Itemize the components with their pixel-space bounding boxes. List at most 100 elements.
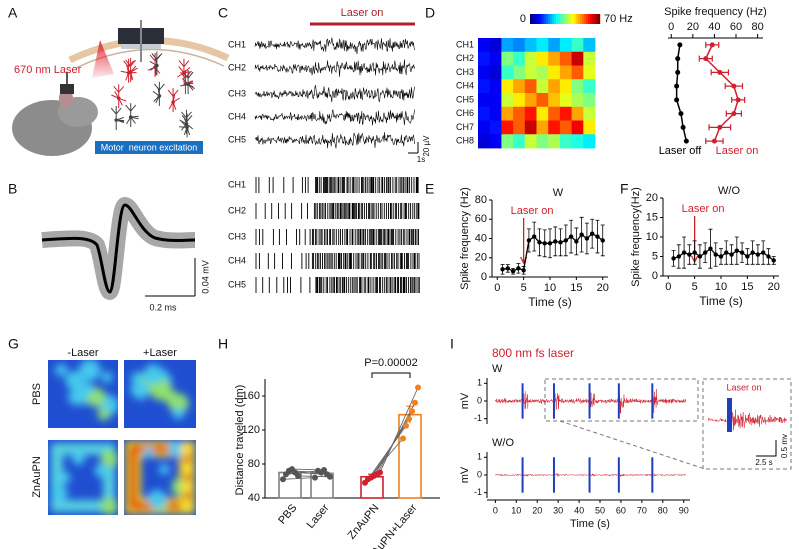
row-label: CH3 (456, 67, 474, 77)
heatmap-cell (478, 65, 491, 80)
heatmap-cell (559, 93, 572, 108)
inset-annotation: Laser on (726, 382, 761, 392)
colorbar-step (536, 14, 539, 24)
heatmap-cell (548, 134, 561, 149)
x-tick-label: 30 (553, 505, 563, 515)
blob (65, 371, 84, 390)
heat-image (124, 440, 196, 515)
raster (255, 277, 420, 293)
column-label: -Laser (67, 347, 99, 359)
row-label: CH4 (456, 81, 474, 91)
heatmap-cell (548, 51, 561, 66)
x-tick-label: 0 (494, 282, 500, 294)
point (531, 234, 537, 239)
point (680, 124, 686, 130)
heatmap-cell (501, 79, 514, 94)
row-label: PBS (31, 383, 43, 405)
trace (495, 388, 686, 414)
heatmap-cell (571, 134, 584, 149)
point (735, 97, 741, 103)
zoom-line (559, 420, 706, 470)
heatmap-cell (548, 79, 561, 94)
neuron-body (128, 115, 133, 119)
heatmap-cell (559, 106, 572, 121)
heatmap-cell (513, 51, 526, 66)
chart-title: W (553, 187, 564, 199)
point (579, 232, 584, 237)
y-tick-label: -1 (474, 487, 482, 497)
y-tick-label: 1 (477, 378, 482, 388)
point (321, 466, 327, 473)
heatmap-cell (513, 93, 526, 108)
scale-label: 0.2 ms (149, 302, 177, 312)
point (409, 408, 415, 415)
colorbar-step (594, 14, 597, 24)
heatmap-cell (583, 79, 596, 94)
heatmap-cell (489, 120, 502, 135)
panel-c: Laser on 20 µV 1s (310, 7, 431, 164)
colorbar-step (558, 14, 561, 24)
heat-image (48, 440, 118, 515)
heatmap-cell (571, 106, 584, 121)
scale-label: 20 µV (422, 135, 431, 157)
blob (150, 378, 172, 401)
point (677, 42, 683, 48)
heatmap-cell (501, 38, 514, 53)
row-label: CH1 (456, 39, 474, 49)
point (547, 241, 553, 246)
mouse-implant (60, 84, 74, 94)
neuron (120, 58, 137, 83)
axis-title: Spike frequency(Hz) (630, 187, 642, 287)
blob (100, 450, 118, 468)
blob (58, 471, 71, 484)
x-tick-label: 10 (544, 282, 556, 294)
x-tick-label: PBS (276, 502, 299, 527)
y-tick-label: 0 (652, 270, 658, 282)
x-tick-label: 20 (532, 505, 542, 515)
point (521, 268, 526, 273)
axis-title: Spike frequency (Hz) (459, 187, 471, 290)
x-tick-label: Laser (305, 502, 332, 531)
point (717, 124, 723, 130)
axis-title: Time (s) (528, 295, 572, 309)
heatmap-cell (559, 38, 572, 53)
heatmap-cell (513, 120, 526, 135)
heatmap-cell (583, 106, 596, 121)
annotation: Laser on (511, 205, 554, 217)
colorbar-step (578, 14, 581, 24)
trace (254, 109, 415, 126)
heatmap-cell (571, 51, 584, 66)
neuron-body (116, 96, 121, 101)
colorbar-step (576, 14, 579, 24)
axis-title: Spike frequency (Hz) (664, 6, 767, 18)
y-tick-label: 0 (477, 395, 482, 405)
panel-label: D (425, 5, 435, 21)
y-tick-label: 160 (242, 390, 260, 402)
chart-title: 800 nm fs laser (492, 346, 574, 360)
heatmap-cell (501, 134, 514, 149)
x-tick-label: 0 (668, 21, 674, 33)
trace-label: W (492, 363, 503, 375)
colorbar-step (542, 14, 545, 24)
x-tick-label: 80 (658, 505, 668, 515)
heatmap-cell (524, 93, 537, 108)
point (671, 256, 676, 261)
raster (255, 229, 419, 245)
panel-label: B (8, 181, 17, 197)
blob (159, 464, 170, 475)
colorbar-step (552, 14, 555, 24)
colorbar-step (548, 14, 551, 24)
point (760, 250, 766, 255)
heatmap-cell (501, 106, 514, 121)
legend-label: Laser off (659, 145, 703, 157)
x-tick-label: 15 (741, 281, 753, 293)
blob (101, 371, 113, 383)
heatmap-cell (536, 134, 549, 149)
point (280, 476, 286, 483)
heatmap-cell (548, 93, 561, 108)
colorbar-step (564, 14, 567, 24)
heatmap-cell (501, 120, 514, 135)
x-tick-label: 5 (521, 282, 527, 294)
x-tick-label: 5 (692, 281, 698, 293)
heatmap-cell (559, 120, 572, 135)
